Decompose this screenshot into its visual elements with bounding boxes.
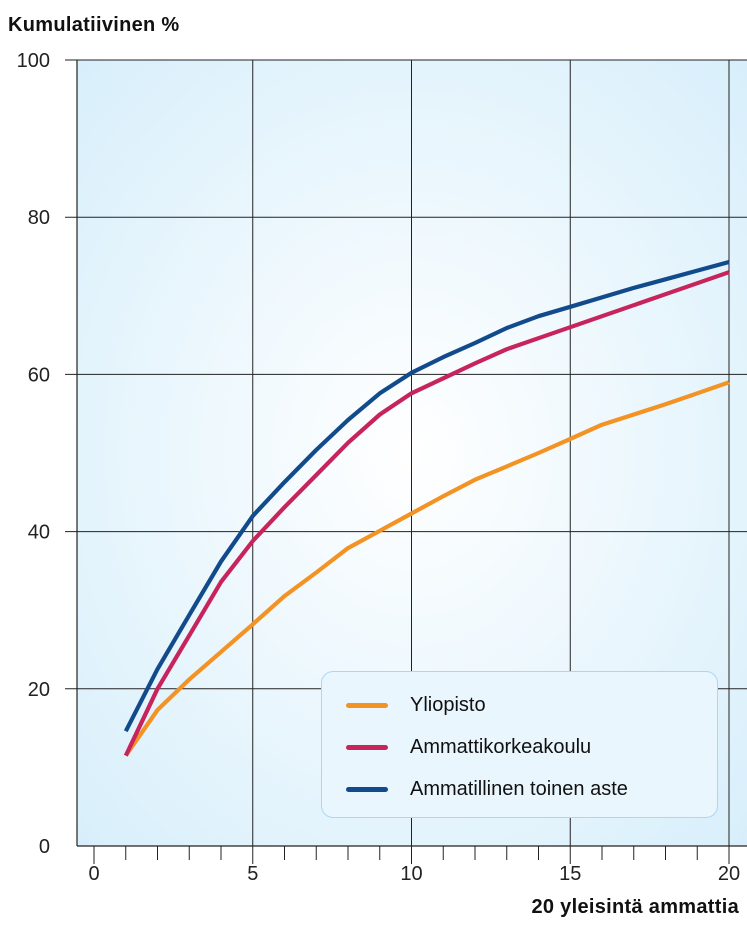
- x-tick-label: 20: [718, 863, 740, 885]
- y-tick-label: 20: [28, 679, 50, 701]
- y-tick-label: 80: [28, 207, 50, 229]
- series-lines: [123, 259, 730, 757]
- series-line-1: [123, 270, 730, 757]
- legend: Yliopisto Ammattikorkeakoulu Ammatilline…: [321, 671, 718, 818]
- legend-swatch-ammattikorkeakoulu: [346, 744, 388, 750]
- x-tick-label: 0: [88, 863, 99, 885]
- x-tick-label: 5: [247, 863, 258, 885]
- axes: 0 20 40 60 80 100 0 5 10 15 20: [17, 50, 747, 885]
- y-tick-label: 60: [28, 364, 50, 386]
- legend-label-ammattikorkeakoulu: Ammattikorkeakoulu: [410, 735, 592, 758]
- y-tick-label: 40: [28, 522, 50, 544]
- x-tick-label: 15: [559, 863, 581, 885]
- legend-swatch-ammatillinen: [346, 786, 388, 792]
- legend-item-ammattikorkeakoulu: Ammattikorkeakoulu: [346, 731, 591, 763]
- x-tick-label: 10: [400, 863, 422, 885]
- y-axis-title: Kumulatiivinen %: [8, 14, 180, 36]
- series-line-0: [124, 380, 730, 757]
- y-tick-label: 0: [39, 836, 50, 858]
- legend-item-ammatillinen: Ammatillinen toinen aste: [346, 773, 628, 805]
- y-tick-label: 100: [17, 50, 50, 72]
- series-line-2: [123, 259, 730, 733]
- legend-item-yliopisto: Yliopisto: [346, 689, 486, 721]
- legend-label-ammatillinen: Ammatillinen toinen aste: [410, 777, 628, 800]
- x-axis-title: 20 yleisintä ammattia: [531, 896, 739, 918]
- legend-label-yliopisto: Yliopisto: [410, 693, 486, 716]
- legend-swatch-yliopisto: [346, 702, 388, 708]
